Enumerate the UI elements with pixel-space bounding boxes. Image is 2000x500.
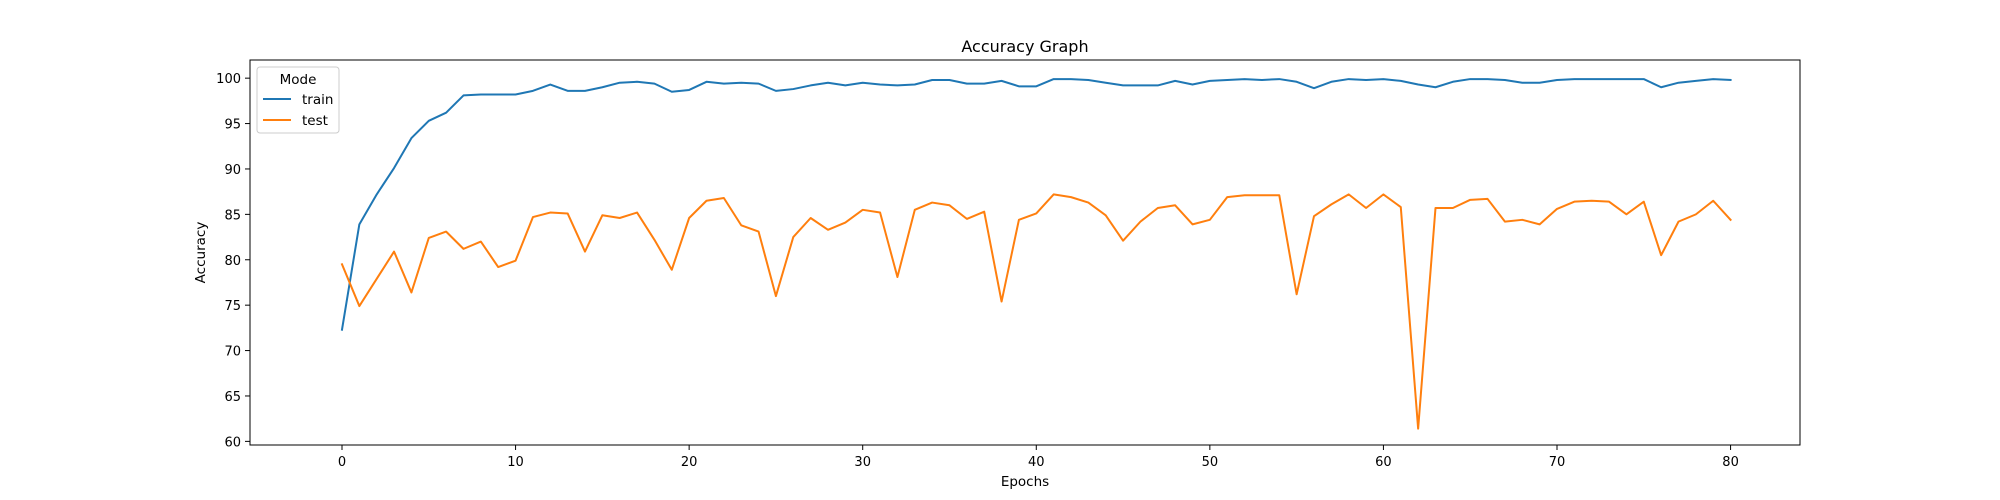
y-tick-label: 75 <box>224 299 241 314</box>
legend-label-test: test <box>302 113 328 129</box>
y-axis-label: Accuracy <box>193 222 209 284</box>
x-tick-label: 10 <box>507 455 524 470</box>
y-tick-label: 60 <box>224 435 241 450</box>
x-tick-label: 20 <box>681 455 698 470</box>
y-tick-label: 65 <box>224 390 241 405</box>
x-tick-label: 80 <box>1722 455 1739 470</box>
y-tick-label: 85 <box>224 208 241 223</box>
y-tick-label: 90 <box>224 163 241 178</box>
plot-frame <box>249 59 1801 446</box>
chart-title: Accuracy Graph <box>961 37 1088 56</box>
x-tick-label: 30 <box>854 455 871 470</box>
y-tick-label: 95 <box>224 118 241 133</box>
y-axis: 60 65 70 75 80 85 90 95 100 <box>216 72 250 450</box>
legend: Mode train test <box>256 66 340 134</box>
legend-label-train: train <box>302 92 333 108</box>
y-tick-label: 80 <box>224 254 241 269</box>
x-tick-label: 40 <box>1028 455 1045 470</box>
x-tick-label: 60 <box>1375 455 1392 470</box>
legend-box <box>256 66 340 134</box>
x-axis: 0 10 20 30 40 50 60 70 80 <box>338 445 1739 470</box>
series-line-train <box>340 78 1732 331</box>
x-tick-label: 70 <box>1549 455 1566 470</box>
x-axis-label: Epochs <box>1001 474 1049 490</box>
x-tick-label: 0 <box>338 455 346 470</box>
x-tick-label: 50 <box>1202 455 1219 470</box>
legend-title: Mode <box>280 72 317 88</box>
series-line-test <box>340 193 1732 430</box>
y-tick-label: 100 <box>216 72 241 87</box>
y-tick-label: 70 <box>224 345 241 360</box>
plot-area <box>340 78 1732 430</box>
